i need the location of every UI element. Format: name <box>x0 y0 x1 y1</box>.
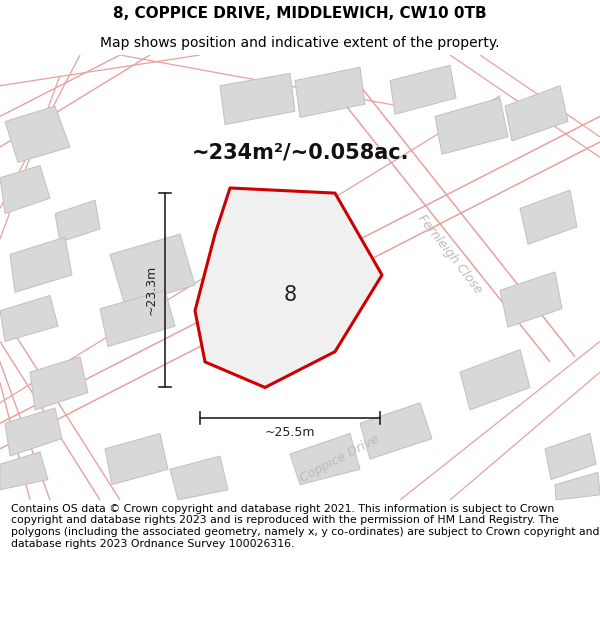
Text: Coppice Drive: Coppice Drive <box>298 432 382 486</box>
Polygon shape <box>195 188 382 388</box>
Polygon shape <box>360 403 432 459</box>
Polygon shape <box>220 73 295 124</box>
Polygon shape <box>5 106 70 162</box>
Polygon shape <box>295 68 365 118</box>
Polygon shape <box>170 456 228 500</box>
Polygon shape <box>55 200 100 242</box>
Polygon shape <box>5 408 62 456</box>
Polygon shape <box>500 272 562 327</box>
Polygon shape <box>30 357 88 410</box>
Polygon shape <box>105 434 168 484</box>
Text: ~25.5m: ~25.5m <box>265 426 315 439</box>
Polygon shape <box>0 452 48 490</box>
Text: 8, COPPICE DRIVE, MIDDLEWICH, CW10 0TB: 8, COPPICE DRIVE, MIDDLEWICH, CW10 0TB <box>113 6 487 21</box>
Polygon shape <box>0 296 58 341</box>
Polygon shape <box>555 472 600 500</box>
Polygon shape <box>10 237 72 292</box>
Polygon shape <box>520 190 577 244</box>
Text: Map shows position and indicative extent of the property.: Map shows position and indicative extent… <box>100 36 500 50</box>
Polygon shape <box>505 86 568 141</box>
Text: Contains OS data © Crown copyright and database right 2021. This information is : Contains OS data © Crown copyright and d… <box>11 504 599 549</box>
Text: 8: 8 <box>283 286 296 306</box>
Polygon shape <box>290 434 360 484</box>
Polygon shape <box>110 234 195 306</box>
Text: ~234m²/~0.058ac.: ~234m²/~0.058ac. <box>191 142 409 162</box>
Polygon shape <box>100 290 175 346</box>
Text: ~23.3m: ~23.3m <box>145 265 157 316</box>
Polygon shape <box>460 349 530 410</box>
Polygon shape <box>0 166 50 214</box>
Polygon shape <box>545 434 596 479</box>
Text: Fernleigh Close: Fernleigh Close <box>415 213 485 296</box>
Polygon shape <box>390 65 456 114</box>
Polygon shape <box>435 98 508 154</box>
